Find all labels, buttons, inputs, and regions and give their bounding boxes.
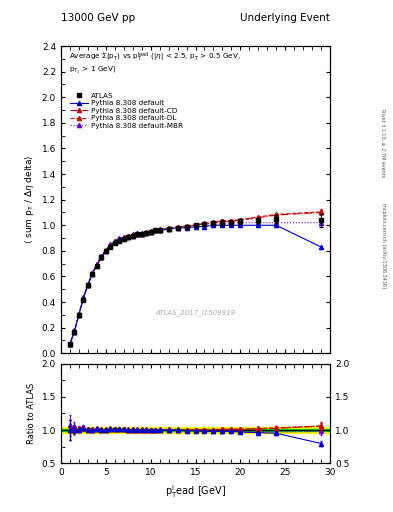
Bar (61, 427, 330, 433)
Text: Rivet 3.1.10, ≥ 2.7M events: Rivet 3.1.10, ≥ 2.7M events (381, 109, 386, 178)
Y-axis label: $\langle$ sum p$_{\rm T}$ / $\Delta\eta$ delta$\rangle$: $\langle$ sum p$_{\rm T}$ / $\Delta\eta$… (23, 155, 36, 244)
Text: Underlying Event: Underlying Event (240, 13, 330, 23)
Bar (61, 429, 330, 432)
Text: ATLAS_2017_I1509919: ATLAS_2017_I1509919 (155, 310, 236, 316)
Text: Average $\Sigma$(p$_{\rm T}$) vs p$_{\rm T}^{\rm lead}$ (|$\eta$| < 2.5, p$_{\rm: Average $\Sigma$(p$_{\rm T}$) vs p$_{\rm… (69, 51, 241, 76)
Legend: ATLAS, Pythia 8.308 default, Pythia 8.308 default-CD, Pythia 8.308 default-DL, P: ATLAS, Pythia 8.308 default, Pythia 8.30… (67, 90, 186, 132)
Text: mcplots.cern.ch [arXiv:1306.3436]: mcplots.cern.ch [arXiv:1306.3436] (381, 203, 386, 288)
Y-axis label: Ratio to ATLAS: Ratio to ATLAS (27, 383, 36, 444)
X-axis label: p$_{\rm T}^{\rm l}$ead [GeV]: p$_{\rm T}^{\rm l}$ead [GeV] (165, 483, 226, 500)
Text: 13000 GeV pp: 13000 GeV pp (61, 13, 135, 23)
